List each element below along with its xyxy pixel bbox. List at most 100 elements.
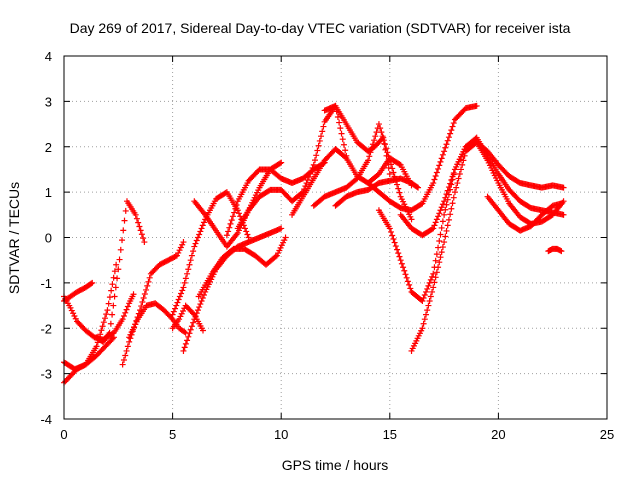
data-point	[181, 279, 188, 286]
data-point	[342, 154, 349, 161]
y-axis-label: SDTVAR / TECUs	[6, 182, 22, 294]
data-point	[336, 119, 343, 126]
chart-title: Day 269 of 2017, Sidereal Day-to-day VTE…	[70, 20, 571, 36]
data-point	[423, 311, 429, 318]
data-point	[191, 243, 198, 250]
data-point	[105, 300, 112, 307]
data-point	[432, 219, 439, 226]
data-point	[136, 223, 143, 230]
data-point	[172, 253, 179, 260]
data-point	[437, 207, 444, 214]
data-point	[423, 288, 429, 295]
data-point	[168, 314, 175, 321]
data-point	[67, 304, 74, 311]
data-point	[108, 287, 115, 294]
data-point	[170, 308, 177, 315]
data-point	[146, 274, 153, 281]
data-point	[353, 176, 360, 183]
data-point	[232, 205, 239, 212]
data-point	[386, 225, 393, 232]
data-point	[438, 249, 445, 256]
data-point	[111, 268, 118, 275]
data-point	[200, 291, 207, 298]
data-point	[192, 240, 199, 247]
data-point	[72, 315, 79, 322]
data-point	[187, 257, 194, 264]
y-tick-label: 2	[45, 140, 52, 155]
data-point	[435, 165, 442, 172]
data-point	[430, 225, 437, 232]
data-point	[435, 213, 442, 220]
y-tick-label: 0	[45, 231, 52, 246]
y-tick-label: -3	[40, 367, 52, 382]
data-point	[436, 238, 443, 245]
data-point	[278, 159, 285, 166]
data-point	[444, 187, 451, 194]
data-point	[135, 219, 142, 226]
data-point	[441, 211, 448, 218]
data-point	[190, 319, 197, 326]
data-point	[67, 372, 74, 379]
data-point	[398, 260, 405, 267]
data-point	[180, 239, 187, 246]
data-point	[122, 309, 129, 316]
data-point	[420, 320, 427, 327]
data-point	[377, 125, 384, 132]
data-point	[311, 157, 318, 164]
data-point	[401, 267, 408, 274]
data-point	[184, 337, 191, 344]
data-point	[138, 303, 145, 310]
data-point	[385, 164, 392, 171]
data-point	[138, 231, 145, 238]
data-point	[199, 295, 206, 301]
data-point	[179, 287, 186, 294]
data-point	[437, 231, 444, 238]
data-point	[133, 215, 140, 222]
data-point	[175, 249, 182, 256]
data-point	[337, 125, 344, 132]
series-sat-e	[93, 198, 148, 345]
data-point	[427, 276, 434, 283]
data-point	[430, 180, 437, 187]
y-tick-label: 3	[45, 94, 52, 109]
data-point	[194, 234, 201, 241]
data-point	[371, 137, 378, 144]
data-point	[177, 313, 184, 320]
data-point	[313, 152, 320, 159]
data-point	[132, 211, 139, 218]
data-point	[450, 169, 457, 176]
data-point	[445, 134, 452, 141]
data-point	[104, 307, 111, 314]
data-point	[116, 256, 123, 263]
data-point	[180, 347, 187, 354]
data-point	[176, 247, 183, 254]
data-point	[438, 204, 445, 211]
data-point	[113, 261, 120, 268]
data-point	[225, 228, 232, 235]
data-point	[197, 228, 204, 235]
data-point	[408, 216, 415, 223]
data-point	[315, 142, 322, 149]
data-point	[432, 172, 439, 179]
data-point	[396, 253, 403, 260]
data-point	[66, 374, 73, 381]
data-point	[433, 269, 440, 276]
data-point	[196, 231, 203, 238]
data-point	[379, 135, 386, 142]
y-tick-label: -4	[40, 412, 52, 427]
data-point	[272, 253, 279, 260]
data-point	[436, 162, 443, 169]
data-point	[186, 330, 193, 337]
x-tick-label: 20	[491, 427, 505, 442]
data-point	[383, 152, 390, 159]
x-axis-label: GPS time / hours	[282, 457, 389, 473]
data-point	[120, 312, 127, 319]
data-point	[438, 224, 445, 231]
data-point	[391, 239, 398, 246]
data-point	[390, 236, 397, 243]
data-point	[378, 129, 385, 136]
data-point	[450, 194, 457, 201]
data-point	[185, 333, 192, 340]
data-point	[98, 327, 105, 334]
data-point	[102, 315, 109, 322]
